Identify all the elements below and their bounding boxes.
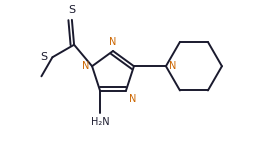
Text: S: S <box>40 52 48 62</box>
Text: N: N <box>109 37 117 47</box>
Text: N: N <box>169 61 176 71</box>
Text: S: S <box>68 5 75 15</box>
Text: N: N <box>82 61 89 71</box>
Text: H₂N: H₂N <box>91 117 109 127</box>
Text: N: N <box>129 94 136 104</box>
